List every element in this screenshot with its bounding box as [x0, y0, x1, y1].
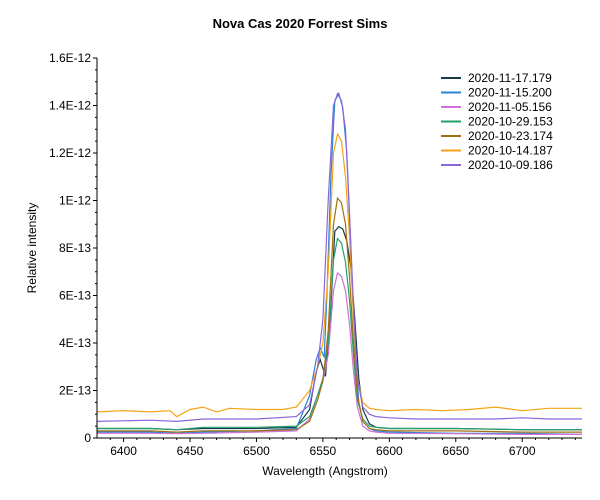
x-tick-label: 6500 [243, 444, 270, 458]
series-line-3 [97, 271, 582, 435]
chart-title: Nova Cas 2020 Forrest Sims [213, 16, 388, 31]
y-tick-label: 1.6E-12 [49, 51, 91, 65]
y-tick-label: 1.2E-12 [49, 146, 91, 160]
legend-label-2: 2020-11-15.200 [468, 86, 552, 100]
x-tick-label: 6650 [442, 444, 469, 458]
plot-background [97, 58, 582, 438]
series-line-5 [97, 196, 582, 433]
y-tick-label: 2E-13 [59, 384, 91, 398]
series-line-7 [96, 92, 582, 423]
legend-label-7: 2020-10-09.186 [468, 158, 553, 172]
legend-label-3: 2020-11-05.156 [468, 100, 552, 114]
legend-label-1: 2020-11-17.179 [468, 71, 552, 85]
y-tick-label: 1.4E-12 [49, 99, 91, 113]
plot-area [97, 58, 582, 438]
legend-label-6: 2020-10-14.187 [468, 144, 553, 158]
y-tick-label: 8E-13 [59, 241, 91, 255]
series-line-4 [97, 237, 582, 431]
x-tick-label: 6700 [509, 444, 536, 458]
legend-label-4: 2020-10-29.153 [468, 115, 553, 129]
y-axis-label: Relative intensity [25, 203, 39, 294]
series-layer [96, 92, 583, 435]
y-tick-label: 4E-13 [59, 336, 91, 350]
x-tick-label: 6450 [177, 444, 204, 458]
legend: 2020-11-17.1792020-11-15.2002020-11-05.1… [441, 71, 553, 172]
y-tick-label: 6E-13 [59, 289, 91, 303]
x-tick-label: 6600 [376, 444, 403, 458]
axes-layer: 0 2E-13 4E-13 6E-13 8E-13 1E-12 1.2E-12 1.4E-12… [49, 51, 582, 458]
y-tick-label: 0 [84, 431, 91, 445]
series-line-6 [96, 132, 582, 418]
x-axis-label: Wavelength (Angstrom) [262, 464, 388, 478]
legend-label-5: 2020-10-23.174 [468, 129, 553, 143]
x-tick-label: 6550 [310, 444, 337, 458]
x-tick-label: 6400 [110, 444, 137, 458]
y-tick-label: 1E-12 [59, 194, 91, 208]
